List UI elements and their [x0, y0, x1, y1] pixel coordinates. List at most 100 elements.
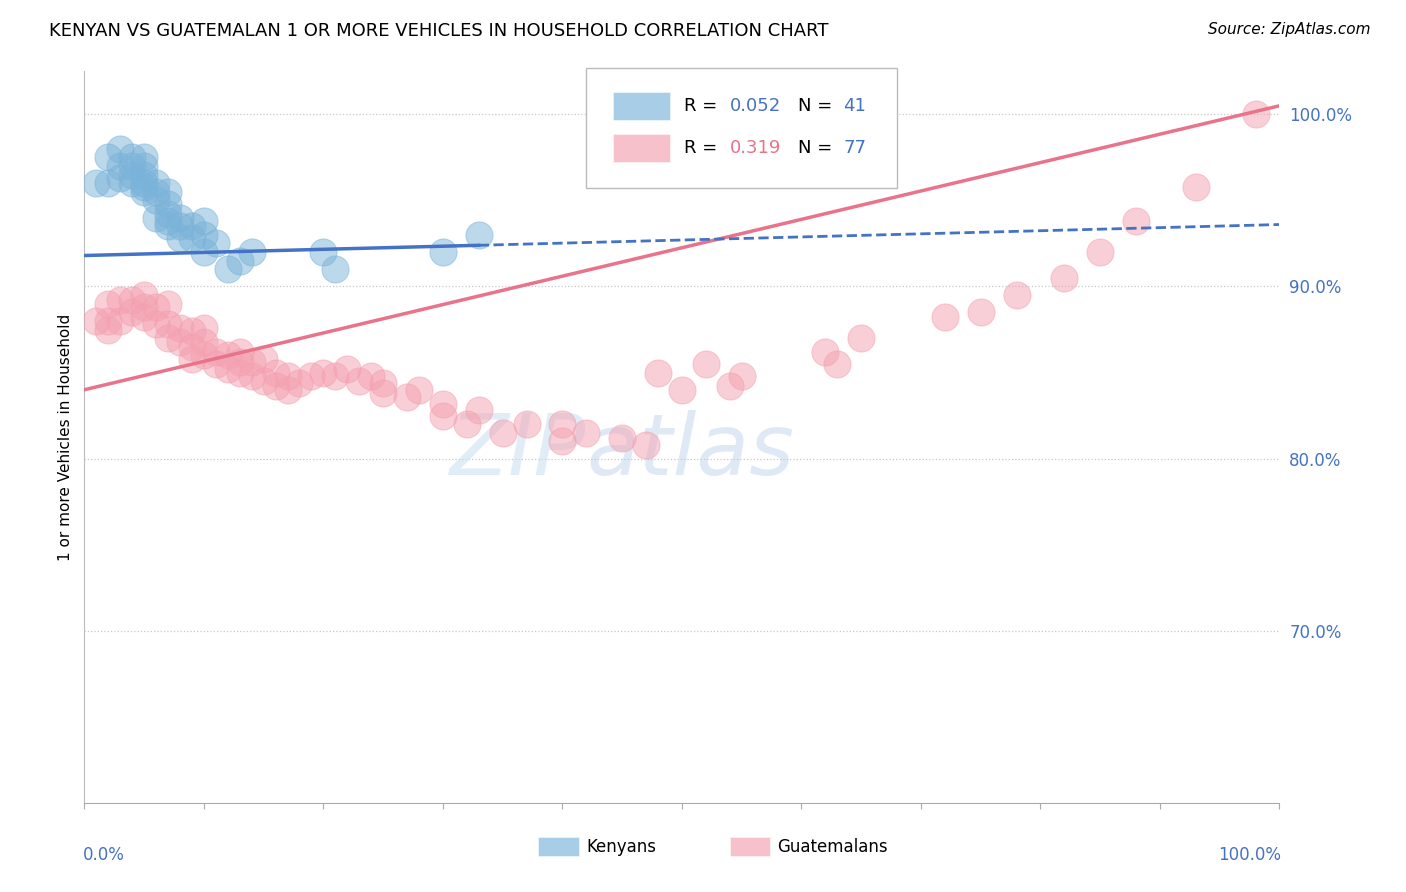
- Point: [157, 214, 180, 228]
- Point: [1005, 288, 1028, 302]
- Point: [193, 320, 215, 334]
- Point: [157, 207, 180, 221]
- Point: [205, 236, 228, 251]
- Point: [349, 374, 371, 388]
- Point: [97, 314, 120, 328]
- Point: [240, 245, 263, 260]
- Point: [132, 310, 156, 325]
- Point: [97, 176, 120, 190]
- Point: [229, 253, 252, 268]
- Point: [277, 369, 299, 384]
- Point: [169, 211, 191, 225]
- Point: [132, 168, 156, 182]
- Point: [695, 357, 717, 371]
- Point: [264, 366, 287, 380]
- Text: ZIP: ZIP: [450, 410, 586, 493]
- Point: [851, 331, 873, 345]
- Point: [551, 434, 574, 449]
- Point: [132, 179, 156, 194]
- Point: [157, 185, 180, 199]
- Y-axis label: 1 or more Vehicles in Household: 1 or more Vehicles in Household: [58, 313, 73, 561]
- Point: [408, 383, 430, 397]
- Point: [396, 390, 419, 404]
- Point: [110, 314, 132, 328]
- Point: [205, 344, 228, 359]
- Point: [181, 231, 204, 245]
- Point: [229, 355, 252, 369]
- Point: [373, 386, 395, 401]
- Point: [181, 351, 204, 366]
- Point: [814, 344, 837, 359]
- Point: [492, 425, 515, 440]
- Point: [612, 431, 634, 445]
- Point: [373, 376, 395, 390]
- FancyBboxPatch shape: [586, 68, 897, 188]
- Point: [312, 245, 335, 260]
- Point: [97, 296, 120, 310]
- Point: [193, 334, 215, 349]
- FancyBboxPatch shape: [613, 135, 671, 162]
- Point: [468, 403, 491, 417]
- Text: R =: R =: [685, 96, 723, 115]
- Point: [217, 348, 239, 362]
- Point: [1053, 271, 1076, 285]
- Text: N =: N =: [797, 139, 838, 157]
- Point: [121, 176, 143, 190]
- Point: [132, 300, 156, 314]
- Point: [193, 245, 215, 260]
- FancyBboxPatch shape: [538, 838, 579, 856]
- Point: [336, 362, 359, 376]
- Point: [132, 159, 156, 173]
- Point: [86, 176, 108, 190]
- Point: [217, 362, 239, 376]
- Text: 0.319: 0.319: [730, 139, 782, 157]
- Point: [132, 185, 156, 199]
- Point: [110, 142, 132, 156]
- Point: [636, 438, 658, 452]
- Point: [145, 194, 167, 208]
- Point: [301, 369, 323, 384]
- Point: [97, 322, 120, 336]
- Point: [145, 318, 167, 332]
- Point: [145, 211, 167, 225]
- Text: KENYAN VS GUATEMALAN 1 OR MORE VEHICLES IN HOUSEHOLD CORRELATION CHART: KENYAN VS GUATEMALAN 1 OR MORE VEHICLES …: [49, 22, 828, 40]
- Point: [169, 320, 191, 334]
- Text: 77: 77: [844, 139, 866, 157]
- Point: [110, 293, 132, 308]
- Point: [132, 176, 156, 190]
- FancyBboxPatch shape: [730, 838, 770, 856]
- Point: [229, 366, 252, 380]
- Text: N =: N =: [797, 96, 838, 115]
- Point: [193, 214, 215, 228]
- Text: 100.0%: 100.0%: [1218, 846, 1281, 863]
- Point: [647, 366, 669, 380]
- Text: 41: 41: [844, 96, 866, 115]
- Point: [731, 369, 754, 384]
- Point: [432, 245, 454, 260]
- Point: [121, 159, 143, 173]
- Point: [121, 168, 143, 182]
- Point: [264, 379, 287, 393]
- Point: [145, 185, 167, 199]
- Point: [325, 369, 347, 384]
- Point: [277, 383, 299, 397]
- Point: [193, 348, 215, 362]
- Point: [132, 150, 156, 164]
- Point: [551, 417, 574, 432]
- Point: [145, 300, 167, 314]
- Text: R =: R =: [685, 139, 723, 157]
- Point: [97, 150, 120, 164]
- Point: [145, 176, 167, 190]
- Point: [193, 227, 215, 242]
- Point: [718, 379, 741, 393]
- Point: [432, 409, 454, 423]
- Point: [157, 219, 180, 234]
- Point: [157, 331, 180, 345]
- Point: [253, 351, 276, 366]
- Point: [157, 296, 180, 310]
- Point: [121, 150, 143, 164]
- Point: [181, 340, 204, 354]
- Point: [169, 219, 191, 234]
- Point: [1244, 107, 1267, 121]
- Point: [240, 369, 263, 384]
